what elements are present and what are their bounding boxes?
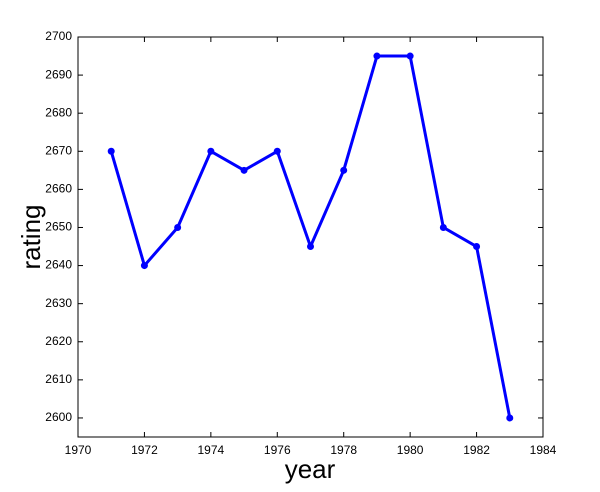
y-tick-label: 2600	[45, 410, 72, 424]
data-point	[473, 243, 481, 251]
y-tick-label: 2640	[45, 258, 72, 272]
data-point	[240, 166, 248, 174]
data-point	[373, 52, 381, 60]
data-point	[140, 262, 148, 270]
data-point	[406, 52, 414, 60]
data-point	[340, 166, 348, 174]
plot-box	[77, 36, 544, 438]
data-point	[307, 243, 314, 251]
y-tick-label: 2670	[45, 143, 72, 157]
x-axis-label: year	[285, 454, 336, 484]
y-tick-label: 2680	[45, 105, 72, 119]
data-point	[174, 223, 182, 231]
x-tick-label: 1982	[463, 443, 490, 457]
data-point	[273, 147, 281, 155]
x-tick-label: 1980	[397, 443, 424, 457]
x-tick-label: 1974	[198, 443, 225, 457]
data-point	[107, 147, 115, 155]
x-tick-label: 1970	[65, 443, 92, 457]
y-tick-label: 2650	[45, 220, 72, 234]
y-tick-label: 2630	[45, 296, 72, 310]
y-axis-label: rating	[16, 204, 46, 269]
x-tick-label: 1978	[330, 443, 357, 457]
data-point	[506, 414, 514, 422]
data-point	[207, 147, 215, 155]
y-tick-label: 2690	[45, 67, 72, 81]
y-tick-label: 2660	[45, 182, 72, 196]
y-tick-label: 2700	[45, 29, 72, 43]
x-tick-label: 1976	[264, 443, 291, 457]
data-point	[439, 223, 447, 231]
x-tick-label: 1972	[131, 443, 158, 457]
y-tick-label: 2610	[45, 372, 72, 386]
x-tick-label: 1984	[530, 443, 557, 457]
y-tick-label: 2620	[45, 334, 72, 348]
